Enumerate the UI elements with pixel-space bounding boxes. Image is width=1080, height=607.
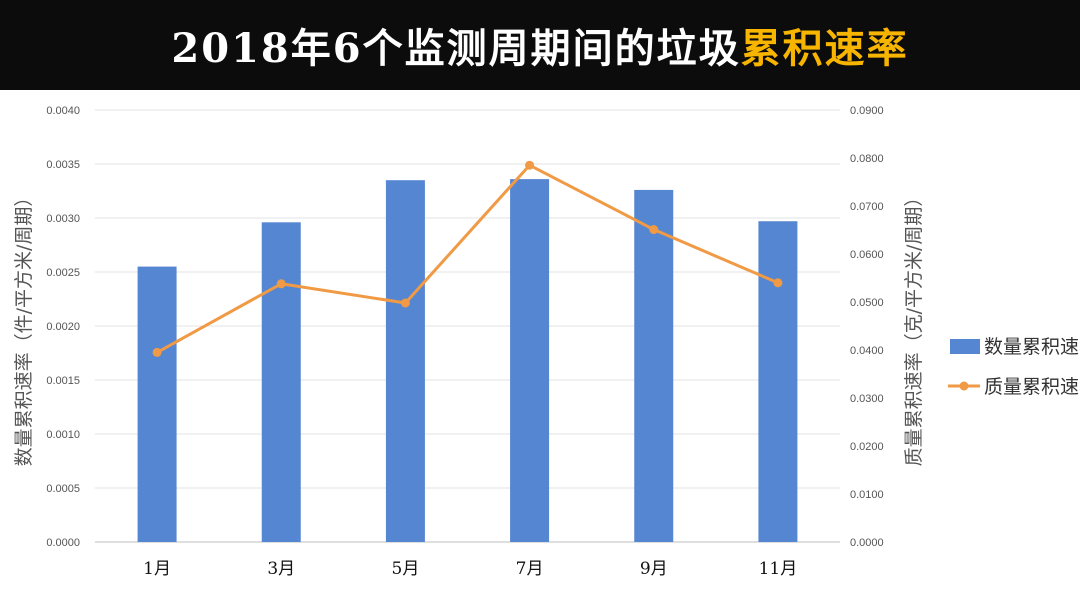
line-point — [400, 298, 410, 308]
right-axis-ticks: 0.0000 0.0100 0.0200 0.0300 0.0400 0.0500 0.06… — [850, 105, 884, 549]
right-tick-label: 0.0300 — [850, 393, 884, 405]
left-tick-label: 0.0040 — [46, 105, 80, 117]
chart-title-highlight: 累积速率 — [740, 25, 909, 72]
bar — [261, 222, 301, 542]
bar — [758, 221, 798, 543]
right-tick-label: 0.0100 — [850, 489, 884, 501]
legend: 数量累积速率 质量累积速率 — [948, 336, 1080, 398]
category-label: 7月 — [516, 559, 544, 579]
left-tick-label: 0.0000 — [46, 537, 80, 549]
line-point — [649, 225, 659, 235]
gridlines — [95, 109, 840, 543]
legend-line-marker — [959, 381, 969, 391]
bar — [510, 179, 550, 542]
legend-bar-label: 数量累积速率 — [984, 336, 1080, 358]
left-tick-label: 0.0035 — [46, 159, 80, 171]
chart-title-main: 2018年6个监测周期间的垃圾 — [171, 25, 741, 72]
bar — [385, 180, 425, 542]
left-tick-label: 0.0015 — [46, 375, 80, 387]
right-tick-label: 0.0400 — [850, 345, 884, 357]
line-point — [773, 278, 783, 288]
right-tick-label: 0.0500 — [850, 297, 884, 309]
right-tick-label: 0.0600 — [850, 249, 884, 261]
category-label: 5月 — [392, 559, 420, 579]
bar — [634, 189, 674, 543]
title-banner: 2018年6个监测周期间的垃圾累积速率 — [0, 0, 1080, 90]
legend-bar-swatch — [950, 339, 980, 354]
left-tick-label: 0.0005 — [46, 483, 80, 495]
right-tick-label: 0.0200 — [850, 441, 884, 453]
left-tick-label: 0.0025 — [46, 267, 80, 279]
left-tick-label: 0.0020 — [46, 321, 80, 333]
right-tick-label: 0.0000 — [850, 537, 884, 549]
left-tick-label: 0.0010 — [46, 429, 80, 441]
right-tick-label: 0.0700 — [850, 201, 884, 213]
line-series — [152, 160, 783, 357]
category-labels: 1月 3月 5月 7月 9月 11月 — [143, 559, 797, 579]
right-axis-title: 质量累积速率（克/平方米/周期） — [903, 188, 925, 467]
series-line — [156, 163, 779, 354]
category-label: 3月 — [267, 559, 295, 579]
legend-line-label: 质量累积速率 — [984, 376, 1080, 398]
category-label: 9月 — [640, 559, 668, 579]
bar — [137, 266, 177, 542]
line-point — [152, 347, 162, 357]
left-tick-label: 0.0030 — [46, 213, 80, 225]
left-axis-title: 数量累积速率（件/平方米/周期） — [13, 188, 35, 467]
category-label: 1月 — [143, 559, 171, 579]
left-axis-ticks: 0.0000 0.0005 0.0010 0.0015 0.0020 0.0025 0.00… — [46, 105, 80, 549]
category-label: 11月 — [759, 559, 798, 579]
chart-title: 2018年6个监测周期间的垃圾累积速率 — [171, 16, 908, 74]
bar-series — [137, 179, 798, 543]
line-point — [525, 160, 535, 170]
right-tick-label: 0.0800 — [850, 153, 884, 165]
right-tick-label: 0.0900 — [850, 105, 884, 117]
line-point — [276, 279, 286, 289]
